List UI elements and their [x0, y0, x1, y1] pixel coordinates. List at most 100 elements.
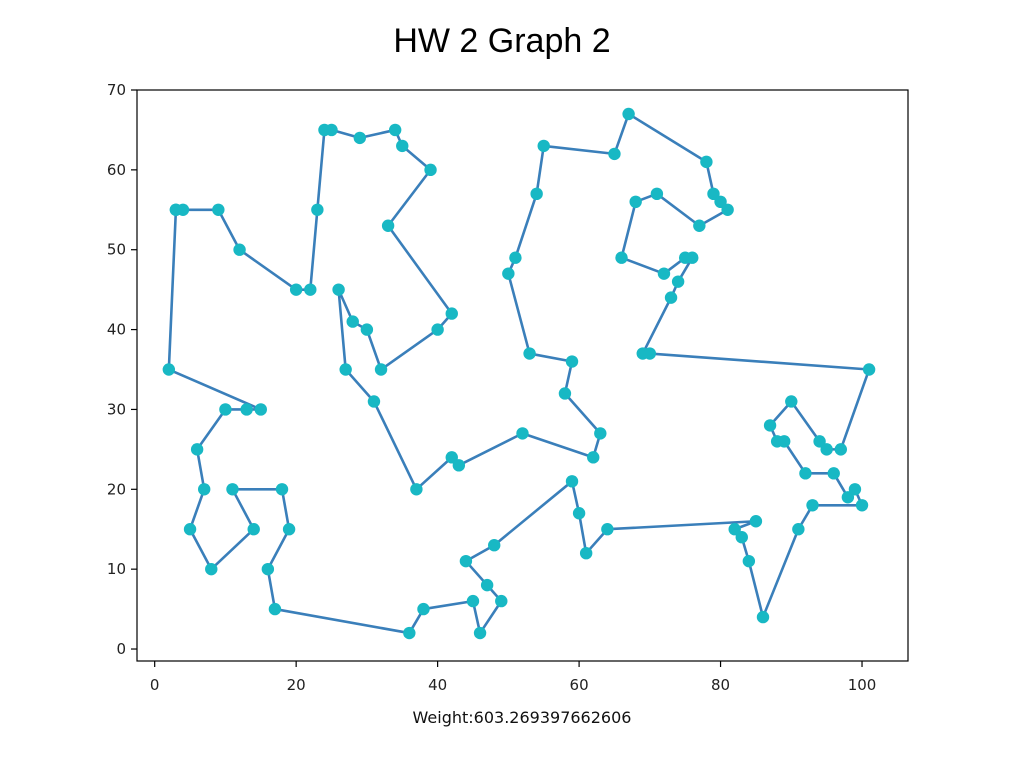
data-point — [311, 203, 324, 216]
data-point — [629, 195, 642, 209]
data-point — [735, 531, 748, 544]
data-point — [205, 562, 218, 576]
data-point — [459, 554, 473, 568]
data-point — [233, 243, 246, 256]
x-tick-label: 40 — [428, 676, 447, 694]
data-point — [452, 459, 466, 472]
data-point — [325, 123, 338, 137]
data-point — [466, 594, 480, 608]
y-tick-label: 30 — [107, 400, 126, 418]
y-tick-label: 60 — [107, 161, 126, 179]
data-point — [254, 403, 267, 416]
data-point — [565, 355, 579, 368]
data-point — [728, 523, 741, 536]
chart-marks — [162, 107, 876, 640]
data-point — [601, 523, 614, 536]
y-tick-label: 0 — [116, 640, 126, 658]
data-point — [176, 203, 190, 216]
data-point — [841, 491, 855, 504]
data-point — [622, 107, 635, 121]
data-point — [403, 626, 416, 640]
x-tick-label: 80 — [711, 676, 730, 694]
data-point — [289, 283, 303, 296]
x-tick-label: 20 — [287, 676, 306, 694]
data-point — [579, 546, 593, 560]
y-tick-label: 20 — [107, 480, 126, 498]
data-point — [558, 387, 572, 400]
data-point — [516, 427, 529, 440]
x-tick-label: 100 — [848, 676, 877, 694]
data-point — [615, 251, 628, 264]
data-point — [785, 395, 798, 408]
data-point — [686, 251, 699, 264]
data-point — [473, 626, 487, 640]
data-point — [671, 275, 685, 288]
data-point — [247, 523, 260, 536]
y-tick-label: 70 — [107, 81, 126, 99]
data-point — [424, 163, 437, 177]
data-point — [445, 307, 458, 320]
data-point — [226, 483, 239, 496]
data-point — [445, 451, 458, 464]
data-point — [806, 499, 819, 512]
data-point — [261, 562, 275, 576]
data-point — [417, 602, 430, 616]
data-point — [495, 594, 508, 608]
data-point — [565, 475, 579, 488]
data-point — [763, 419, 777, 432]
data-point — [488, 539, 501, 552]
plot-frame — [136, 89, 909, 662]
data-point — [183, 523, 197, 536]
data-point — [190, 443, 204, 456]
data-point — [813, 435, 826, 448]
data-point — [799, 467, 812, 480]
data-point — [537, 139, 550, 153]
y-tick-label: 10 — [107, 560, 126, 578]
y-tick-label: 50 — [107, 241, 126, 259]
data-point — [332, 283, 345, 296]
data-point — [268, 602, 282, 616]
x-axis-label: Weight:603.269397662606 — [413, 708, 632, 727]
data-point — [721, 203, 734, 216]
data-point — [778, 435, 791, 448]
axis-ticks: 0 20 40 60 80 100 0 10 20 30 40 50 60 70 — [107, 81, 876, 694]
data-point — [381, 219, 395, 232]
data-point — [657, 267, 671, 280]
data-point — [162, 363, 176, 376]
chart-title: HW 2 Graph 2 — [393, 22, 611, 60]
data-point — [594, 427, 607, 440]
data-point — [480, 578, 494, 592]
data-point — [509, 251, 522, 264]
data-point — [650, 187, 664, 201]
data-point — [304, 283, 317, 296]
x-tick-label: 60 — [570, 676, 589, 694]
data-point — [219, 403, 232, 416]
data-point — [827, 467, 840, 480]
data-point — [643, 347, 657, 360]
data-point — [197, 483, 211, 496]
y-tick-label: 40 — [107, 321, 126, 339]
data-point — [240, 403, 253, 416]
data-point — [346, 315, 359, 328]
data-point — [707, 187, 720, 201]
data-point — [530, 187, 543, 201]
data-point — [749, 515, 763, 528]
data-point — [848, 483, 862, 496]
data-point — [664, 291, 678, 304]
data-point — [608, 147, 621, 161]
data-point — [367, 395, 381, 408]
data-point — [693, 219, 706, 232]
data-point — [820, 443, 833, 456]
data-point — [353, 131, 367, 145]
series-line — [167, 112, 871, 635]
data-point — [700, 155, 713, 169]
data-point — [855, 499, 869, 512]
data-point — [756, 610, 770, 624]
data-point — [212, 203, 225, 216]
data-point — [431, 323, 444, 336]
data-point — [410, 483, 423, 496]
x-tick-label: 0 — [150, 676, 160, 694]
data-point — [282, 523, 296, 536]
data-point — [742, 554, 756, 568]
